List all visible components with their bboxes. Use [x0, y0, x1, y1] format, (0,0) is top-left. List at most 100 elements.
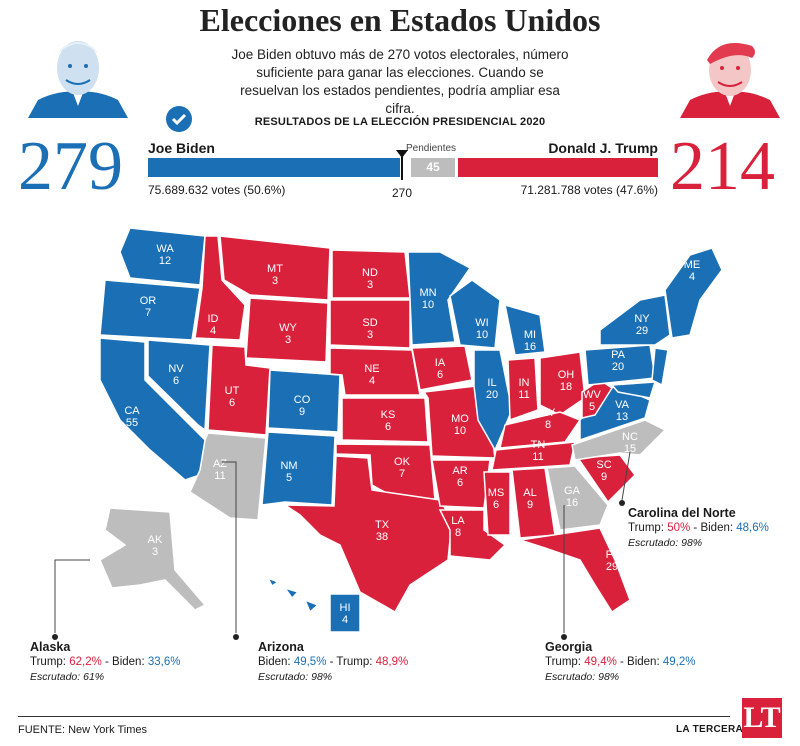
state-abbr: CA	[124, 405, 140, 417]
state-abbr: ME	[684, 259, 701, 271]
state-label-mn: MN 10	[419, 287, 436, 311]
state-label-tx: TX 38	[375, 519, 390, 543]
state-ev: 4	[369, 375, 375, 387]
state-ev: 12	[159, 255, 171, 267]
nc-dot	[619, 500, 625, 506]
state-ev: 9	[527, 499, 533, 511]
nc-leader-line	[621, 451, 631, 501]
state-label-az: AZ 11	[213, 458, 227, 482]
state-abbr: IN	[519, 377, 530, 389]
state-ev: 15	[624, 443, 636, 455]
state-abbr: FL	[606, 549, 619, 561]
trump-portrait	[680, 30, 780, 118]
state-label-nc: NC 15	[622, 431, 638, 455]
lead-label: Biden:	[258, 656, 294, 668]
state-label-il: IL 20	[486, 377, 498, 401]
state-NY	[599, 294, 671, 346]
state-abbr: AZ	[213, 458, 227, 470]
state-abbr: PA	[611, 349, 626, 361]
state-NM	[261, 431, 336, 506]
state-abbr: AR	[452, 465, 467, 477]
state-NJ	[651, 347, 669, 387]
state-AR	[431, 459, 491, 509]
state-MT	[219, 235, 331, 301]
state-label-ne: NE 4	[364, 363, 379, 387]
lead-pct: 49,4%	[584, 656, 617, 668]
state-OH	[539, 351, 586, 416]
state-NV	[147, 339, 211, 432]
state-ev: 6	[493, 499, 499, 511]
state-abbr: KS	[381, 409, 396, 421]
state-label-co: CO 9	[294, 394, 311, 418]
state-ev: 3	[367, 279, 373, 291]
results-title: RESULTADOS DE LA ELECCIÓN PRESIDENCIAL 2…	[254, 116, 546, 128]
winner-check-icon	[166, 106, 192, 132]
mid-label: - Biden:	[690, 522, 737, 534]
state-abbr: LA	[451, 515, 465, 527]
state-ev: 10	[454, 425, 466, 437]
state-label-wy: WY 3	[279, 322, 297, 346]
state-ev: 10	[422, 299, 434, 311]
state-ev: 8	[545, 419, 551, 431]
state-TX	[282, 455, 453, 614]
state-label-mt: MT 3	[267, 263, 283, 287]
arizona-dot	[233, 634, 239, 640]
state-ev: 11	[214, 470, 225, 482]
la-tercera-logo: LT	[742, 698, 782, 738]
state-abbr: SC	[596, 459, 611, 471]
state-ev: 5	[589, 401, 595, 413]
state-ev: 4	[689, 271, 695, 283]
biden-electoral-votes: 279	[18, 128, 123, 205]
state-label-or: OR 7	[140, 295, 157, 319]
state-MD	[610, 381, 657, 399]
state-abbr: OK	[394, 456, 411, 468]
annotation-name: Alaska	[30, 640, 71, 654]
state-label-in: IN 11	[518, 377, 529, 401]
state-ev: 29	[636, 325, 648, 337]
state-ev: 16	[524, 341, 536, 353]
state-MI	[504, 303, 546, 356]
state-ev: 6	[173, 375, 179, 387]
state-ev: 6	[385, 421, 391, 433]
state-IA	[411, 345, 473, 391]
alaska-dot	[52, 634, 58, 640]
state-ev: 55	[126, 417, 138, 429]
state-label-oh: OH 18	[558, 369, 575, 393]
state-WI	[449, 279, 501, 349]
annotation-georgia: Georgia Trump: 49,4% - Biden: 49,2% Escr…	[545, 640, 695, 685]
state-label-ny: NY 29	[634, 313, 650, 337]
threshold-label: 270	[392, 186, 413, 200]
state-ev: 5	[286, 472, 292, 484]
state-abbr: NV	[168, 363, 184, 375]
state-HI	[329, 593, 361, 633]
state-abbr: WV	[583, 389, 601, 401]
annotation-name: Carolina del Norte	[628, 506, 736, 520]
state-label-wi: WI 10	[475, 317, 488, 341]
state-NE-region	[664, 247, 723, 339]
state-ev: 6	[437, 369, 443, 381]
state-abbr: TX	[375, 519, 390, 531]
state-label-ia: IA 6	[435, 357, 446, 381]
state-label-la: LA 8	[451, 515, 465, 539]
state-label-nv: NV 6	[168, 363, 184, 387]
mid-label: - Biden:	[616, 656, 663, 668]
state-abbr: IL	[487, 377, 496, 389]
state-ev: 3	[272, 275, 278, 287]
state-abbr: VA	[615, 399, 630, 411]
trump-name: Donald J. Trump	[548, 140, 658, 156]
state-label-tn: TN 11	[531, 439, 546, 463]
biden-name: Joe Biden	[148, 140, 215, 156]
annotation-arizona: Arizona Biden: 49,5% - Trump: 48,9% Escr…	[258, 640, 408, 685]
brand-name: LA TERCERA	[676, 724, 744, 735]
biden-portrait	[28, 30, 128, 118]
state-ev: 38	[376, 531, 388, 543]
state-abbr: NC	[622, 431, 638, 443]
state-ev: 6	[229, 397, 235, 409]
state-label-nd: ND 3	[362, 267, 378, 291]
count-text: Escrutado: 98%	[628, 537, 703, 549]
state-abbr: GA	[564, 485, 581, 497]
state-ev: 3	[285, 334, 291, 346]
state-abbr: ID	[208, 313, 219, 325]
state-label-wv: WV 5	[583, 389, 601, 413]
